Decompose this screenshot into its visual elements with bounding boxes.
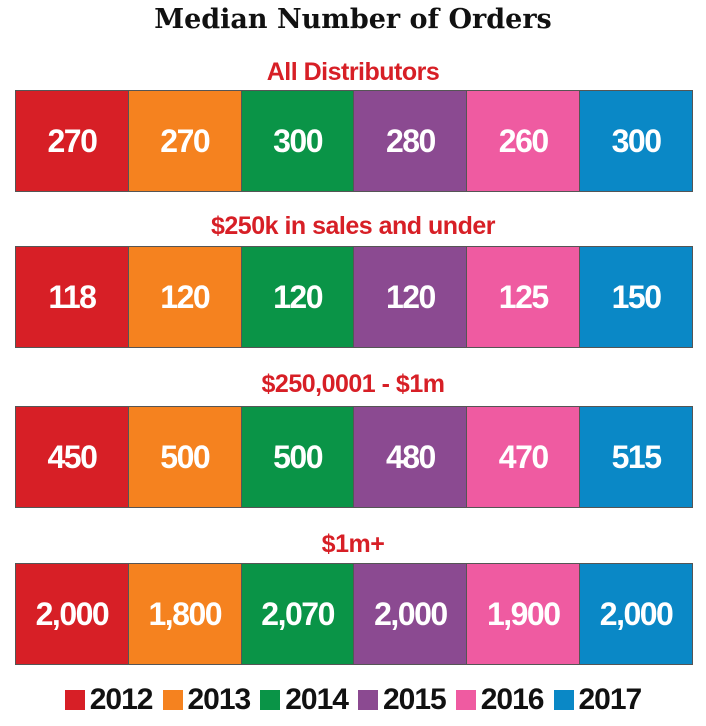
value-cell-2012: 450 — [16, 407, 129, 507]
value-cell-2015: 480 — [354, 407, 468, 507]
legend-swatch — [260, 690, 281, 710]
value-cell-2014: 300 — [241, 91, 355, 191]
value-cell-2012: 118 — [16, 247, 129, 347]
value-cell-2016: 125 — [467, 247, 581, 347]
legend: 2012 2013 2014 2015 2016 2017 — [0, 680, 706, 720]
group-row-all-distributors: 270 270 300 280 260 300 — [15, 90, 693, 192]
legend-swatch — [455, 690, 476, 710]
group-row-250k-to-1m: 450 500 500 480 470 515 — [15, 406, 693, 508]
group-title-all-distributors: All Distributors — [266, 58, 440, 86]
value-cell-2017: 515 — [580, 407, 692, 507]
legend-item-2012: 2012 — [64, 683, 154, 717]
group-title-1m-plus: $1m+ — [321, 530, 385, 558]
chart-title: Median Number of Orders — [154, 4, 552, 35]
value-cell-2017: 2,000 — [580, 564, 692, 664]
value-cell-2017: 150 — [580, 247, 692, 347]
legend-label: 2015 — [383, 683, 447, 716]
value-cell-2014: 120 — [241, 247, 355, 347]
legend-label: 2014 — [285, 683, 349, 716]
legend-swatch — [162, 690, 183, 710]
value-cell-2014: 500 — [241, 407, 355, 507]
legend-item-2014: 2014 — [260, 683, 349, 717]
legend-swatch — [358, 690, 378, 710]
legend-label: 2013 — [187, 683, 252, 716]
legend-label: 2016 — [480, 683, 545, 716]
legend-label: 2012 — [89, 683, 154, 716]
value-cell-2015: 120 — [354, 247, 468, 347]
legend-item-2016: 2016 — [455, 683, 545, 717]
value-cell-2012: 2,000 — [16, 564, 129, 664]
value-cell-2013: 1,800 — [128, 564, 242, 664]
value-cell-2012: 270 — [16, 91, 129, 191]
value-cell-2016: 470 — [467, 407, 581, 507]
value-cell-2016: 1,900 — [467, 564, 581, 664]
group-row-1m-plus: 2,000 1,800 2,070 2,000 1,900 2,000 — [15, 563, 693, 665]
value-cell-2015: 2,000 — [354, 564, 468, 664]
legend-item-2013: 2013 — [162, 683, 252, 717]
value-cell-2014: 2,070 — [241, 564, 355, 664]
legend-label: 2017 — [578, 683, 643, 716]
value-cell-2013: 120 — [128, 247, 242, 347]
group-row-250k-and-under: 118 120 120 120 125 150 — [15, 246, 693, 348]
value-cell-2015: 280 — [354, 91, 468, 191]
value-cell-2016: 260 — [467, 91, 581, 191]
value-cell-2013: 500 — [128, 407, 242, 507]
group-title-250k-and-under: $250k in sales and under — [211, 212, 495, 240]
value-cell-2017: 300 — [580, 91, 692, 191]
legend-item-2015: 2015 — [358, 683, 447, 717]
legend-swatch — [64, 690, 85, 710]
value-cell-2013: 270 — [128, 91, 242, 191]
legend-item-2017: 2017 — [553, 683, 643, 717]
legend-swatch — [553, 690, 574, 710]
group-title-250k-to-1m: $250,0001 - $1m — [261, 370, 445, 398]
